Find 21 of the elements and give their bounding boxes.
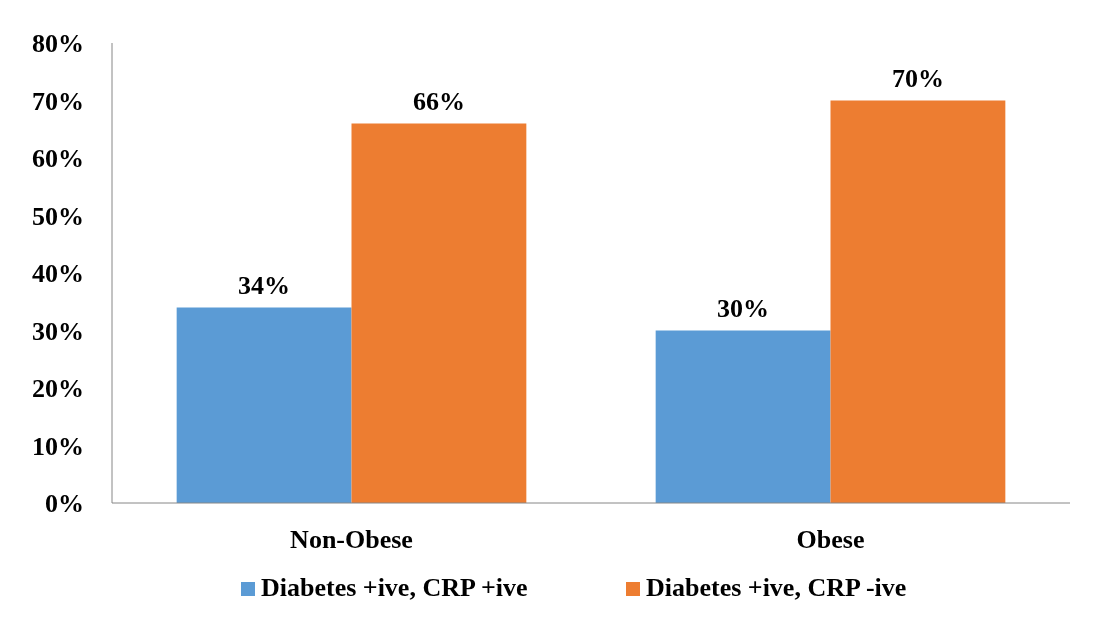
legend-label: Diabetes +ive, CRP -ive <box>646 573 907 602</box>
y-tick-label: 60% <box>32 144 84 174</box>
legend-label: Diabetes +ive, CRP +ive <box>261 573 528 602</box>
y-tick-label: 50% <box>32 201 84 231</box>
y-tick-label: 70% <box>32 86 84 116</box>
data-label: 30% <box>717 293 770 323</box>
x-tick-label: Non-Obese <box>290 525 413 554</box>
data-label: 70% <box>891 63 944 93</box>
bar <box>830 100 1006 503</box>
bar <box>176 307 352 503</box>
y-tick-label: 0% <box>45 489 84 519</box>
data-label: 66% <box>412 86 465 116</box>
data-label: 34% <box>238 270 291 300</box>
bar <box>655 330 831 503</box>
y-tick-label: 80% <box>32 29 84 59</box>
y-tick-label: 30% <box>32 316 84 346</box>
y-tick-label: 10% <box>32 431 84 461</box>
y-tick-label: 20% <box>32 374 84 404</box>
y-tick-label: 40% <box>32 259 84 289</box>
bar <box>351 123 527 503</box>
x-tick-label: Obese <box>796 525 865 554</box>
